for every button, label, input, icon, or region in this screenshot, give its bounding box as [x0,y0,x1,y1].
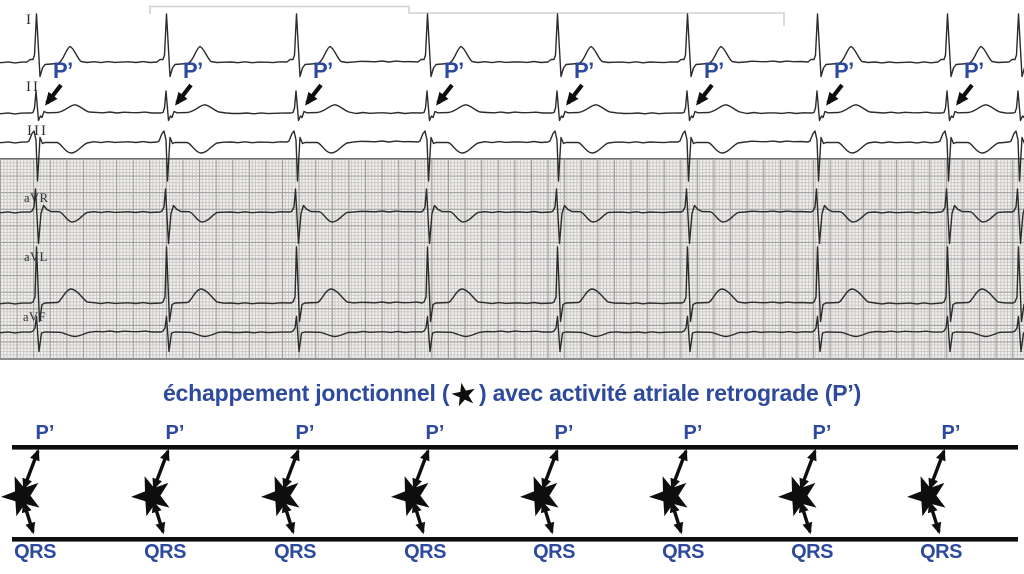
ladder-p-prime-label: P’ [941,422,961,444]
junctional-escape-star-icon [131,476,170,517]
ecg-grid-paper [0,158,1024,360]
p-prime-label-ecg: P’ [834,58,854,83]
junctional-escape-star-icon [520,476,559,517]
qrs-conduction-arrow-icon [151,500,166,535]
lead-label-aVR: aVR [24,191,49,205]
caption-text-pre: échappement jonctionnel ( [162,380,450,406]
retro-p-arrow-icon [22,448,40,491]
junctional-escape-star-icon [778,476,817,517]
ecg-trace-aVF [0,315,1024,353]
junctional-escape-star-icon [261,476,300,517]
ecg-traces-group [0,13,1024,353]
ecg-trace-I [0,13,1024,78]
ladder-bottom-line [12,537,1018,542]
ecg-trace-II [0,90,1024,122]
ladder-qrs-label: QRS [14,541,56,563]
retro-p-arrow-icon [152,448,170,491]
retro-p-arrow-icon [412,448,430,491]
junctional-escape-star-icon [907,476,946,517]
ladder-qrs-label: QRS [920,541,962,563]
scan-artifact-line [149,5,785,26]
ecg-traces-svg [0,5,1024,353]
qrs-conduction-arrow-icon [927,500,942,535]
p-prime-label-ecg: P’ [313,58,333,83]
p-prime-label-ecg: P’ [53,58,73,83]
figure-caption: échappement jonctionnel (★) avec activit… [0,374,1024,416]
qrs-conduction-arrow-icon [281,500,296,535]
qrs-conduction-arrow-icon [21,500,36,535]
retro-p-arrow-icon [928,448,946,491]
ladder-p-prime-label: P’ [35,422,55,444]
ladder-p-prime-label: P’ [554,422,574,444]
p-prime-arrows-group [45,83,974,106]
ladder-p-prime-label: P’ [683,422,703,444]
retro-p-arrow-icon [670,448,688,491]
star-icon: ★ [446,374,482,416]
p-prime-arrow-icon [305,83,323,106]
p-prime-arrow-icon [175,83,193,106]
lead-label-I: I [26,12,33,28]
ladder-qrs-label: QRS [791,541,833,563]
ladder-p-prime-label: P’ [165,422,185,444]
lead-label-II: II [26,79,40,95]
ladder-qrs-label: QRS [274,541,316,563]
p-prime-arrow-icon [45,83,63,106]
p-prime-label-ecg: P’ [574,58,594,83]
caption-text-post: ) avec activité atriale retrograde (P’) [478,380,862,406]
p-prime-label-ecg: P’ [704,58,724,83]
qrs-conduction-arrow-icon [540,500,555,535]
junctional-escape-star-icon [1,476,40,517]
ladder-top-line [12,445,1018,450]
qrs-conduction-arrow-icon [411,500,426,535]
p-prime-label-ecg: P’ [183,58,203,83]
p-prime-arrow-icon [436,83,454,106]
ecg-trace-III [0,130,1024,182]
ladder-p-prime-label: P’ [425,422,445,444]
p-prime-label-ecg: P’ [964,58,984,83]
ladder-qrs-label: QRS [404,541,446,563]
ladder-qrs-label: QRS [662,541,704,563]
lead-label-aVL: aVL [24,250,48,264]
p-prime-arrow-icon [826,83,844,106]
qrs-conduction-arrow-icon [798,500,813,535]
retro-p-arrow-icon [282,448,300,491]
ecg-trace-aVR [0,188,1024,245]
ecg-trace-aVL [0,246,1024,323]
qrs-conduction-arrow-icon [669,500,684,535]
ladder-diagram: P’ QRS P’ QRS P’ QRS P’ QRS P’ QRS P’ QRS P’ QRS P’ QRS [0,414,1024,574]
retro-p-arrow-icon [541,448,559,491]
ladder-p-prime-label: P’ [295,422,315,444]
ladder-p-prime-label: P’ [812,422,832,444]
junctional-escape-star-icon [649,476,688,517]
ladder-qrs-label: QRS [144,541,186,563]
p-prime-arrow-icon [956,83,974,106]
p-prime-arrow-icon [696,83,714,106]
p-prime-arrow-icon [566,83,584,106]
ladder-qrs-label: QRS [533,541,575,563]
ecg-strip: I II III aVR aVL aVF P’ P’ P’ P’ P’ P’ P’ P’ [0,5,1024,360]
ladder-units-group [1,448,946,535]
lead-label-aVF: aVF [23,310,47,324]
retro-p-arrow-icon [799,448,817,491]
ladder-svg [1,445,1018,542]
junctional-escape-star-icon [391,476,430,517]
p-prime-label-ecg: P’ [444,58,464,83]
lead-label-III: III [27,123,48,139]
